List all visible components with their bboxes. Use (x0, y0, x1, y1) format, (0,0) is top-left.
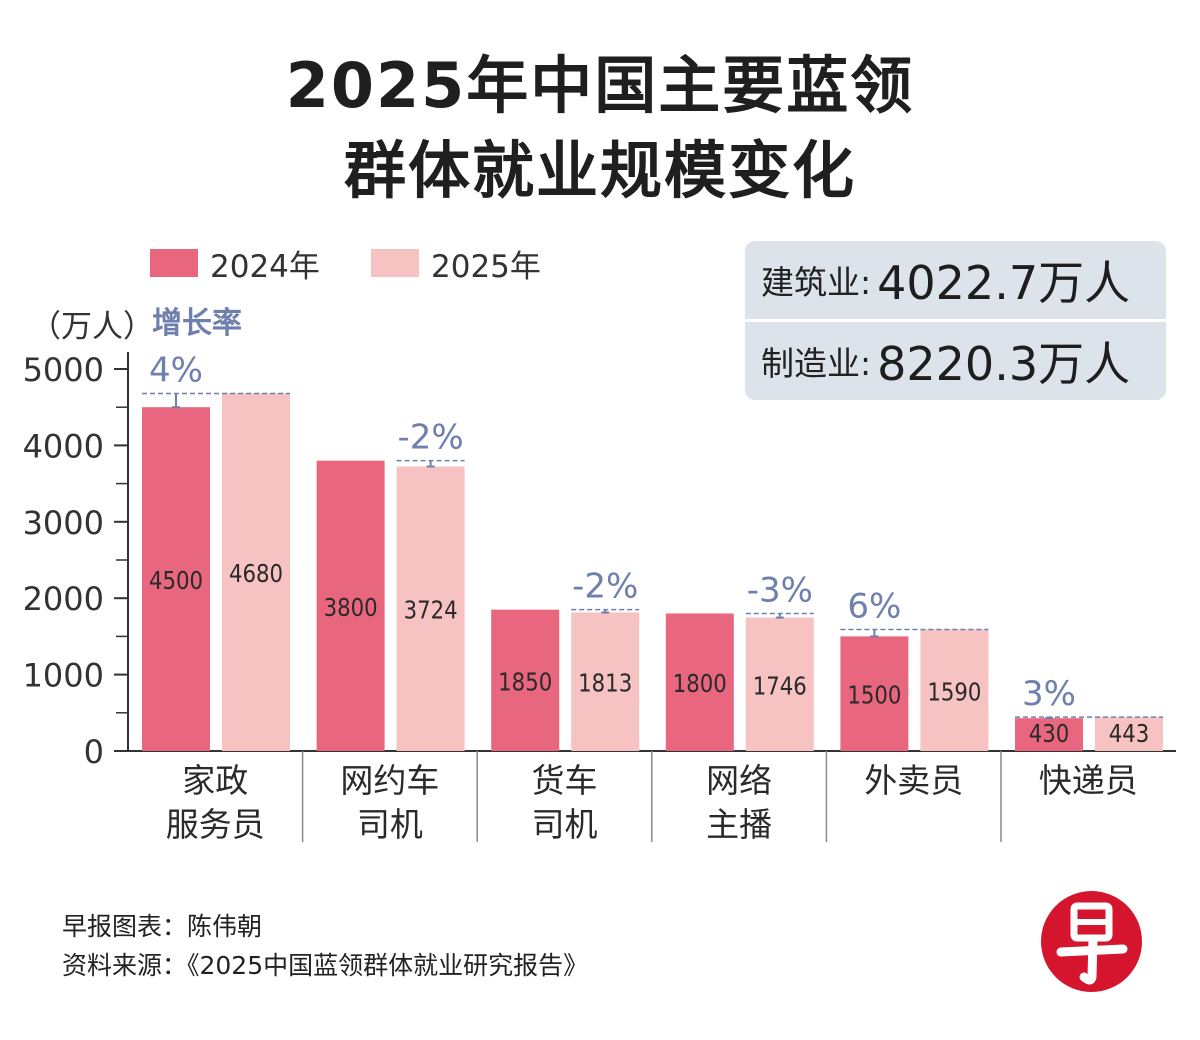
x-category-label-1-1: 司机 (357, 805, 423, 844)
data-label-2024-3: 1800 (673, 670, 727, 699)
bar-2025-0 (222, 393, 290, 751)
growth-rate-label: 增长率 (152, 306, 242, 341)
bar-2025-5 (1095, 717, 1163, 751)
bar-2025-3 (745, 617, 814, 751)
x-category-label-2-0: 货车 (532, 761, 598, 800)
y-axis-label: （万人） (30, 309, 154, 345)
bar-2024-1 (316, 460, 385, 751)
data-label-2025-2: 1813 (578, 669, 632, 698)
x-category-label-5-0: 快递员 (1039, 761, 1138, 800)
growth-rate-4: 6% (847, 587, 901, 627)
y-tick-label-0: 0 (84, 733, 104, 771)
info-value-construction: 4022.7万人 (877, 256, 1131, 310)
y-tick-label-1000: 1000 (23, 657, 104, 695)
y-tick-label-4000: 4000 (23, 427, 104, 465)
growth-rate-2: -2% (572, 567, 638, 607)
industry-info-box: 建筑业: 4022.7万人 制造业: 8220.3万人 (745, 241, 1166, 400)
x-category-label-4-0: 外卖员 (864, 761, 963, 800)
bar-2024-4 (840, 636, 909, 751)
chart-title-line-2: 群体就业规模变化 (343, 134, 856, 207)
data-label-2025-3: 1746 (753, 672, 807, 701)
info-label-construction: 建筑业: (761, 263, 872, 302)
chart-credit: 早报图表：陈伟朝 (62, 912, 263, 941)
data-label-2025-4: 1590 (927, 678, 981, 707)
info-row-construction: 建筑业: 4022.7万人 (745, 241, 1166, 322)
info-value-manufacturing: 8220.3万人 (877, 337, 1131, 391)
bar-2025-2 (571, 612, 640, 751)
bar-2024-3 (665, 613, 734, 751)
data-label-2024-4: 1500 (847, 681, 901, 710)
x-category-label-3-0: 网络 (706, 761, 772, 800)
bar-2024-5 (1015, 718, 1083, 751)
bar-2024-0 (142, 407, 210, 751)
legend-item-2025: 2025年 (371, 247, 541, 285)
x-category-label-2-1: 司机 (532, 805, 598, 844)
growth-rate-0: 4% (149, 350, 203, 390)
y-tick-label-5000: 5000 (23, 351, 104, 389)
x-category-label-1-0: 网约车 (340, 761, 439, 800)
legend-label-2024: 2024年 (210, 248, 320, 285)
data-label-2025-5: 443 (1109, 719, 1150, 748)
growth-rate-1: -2% (397, 418, 463, 458)
legend-item-2024: 2024年 (150, 247, 320, 285)
bar-2025-1 (396, 466, 465, 751)
data-label-2024-1: 3800 (324, 593, 378, 622)
legend-swatch-2024 (150, 249, 198, 277)
legend-swatch-2025 (371, 249, 419, 277)
data-label-2025-0: 4680 (229, 560, 283, 589)
info-row-manufacturing: 制造业: 8220.3万人 (745, 322, 1166, 400)
data-label-2024-5: 430 (1029, 719, 1070, 748)
bar-2025-4 (920, 629, 989, 751)
data-source: 资料来源：《2025中国蓝领群体就业研究报告》 (62, 951, 589, 980)
x-category-label-0-0: 家政 (182, 761, 248, 800)
data-label-2024-0: 4500 (149, 566, 203, 595)
x-category-label-3-1: 主播 (706, 805, 772, 844)
growth-rate-5: 3% (1022, 674, 1076, 714)
y-tick-label-2000: 2000 (23, 580, 104, 618)
info-label-manufacturing: 制造业: (761, 344, 872, 383)
bar-2024-2 (491, 609, 560, 751)
growth-rate-3: -3% (747, 570, 813, 610)
legend-label-2025: 2025年 (431, 248, 541, 285)
y-tick-label-3000: 3000 (23, 504, 104, 542)
x-category-label-0-1: 服务员 (166, 805, 265, 844)
chart-title-line-1: 2025年中国主要蓝领 (285, 49, 915, 122)
data-label-2025-1: 3724 (404, 596, 458, 625)
zaobao-logo (1041, 891, 1142, 992)
data-label-2024-2: 1850 (498, 668, 552, 697)
